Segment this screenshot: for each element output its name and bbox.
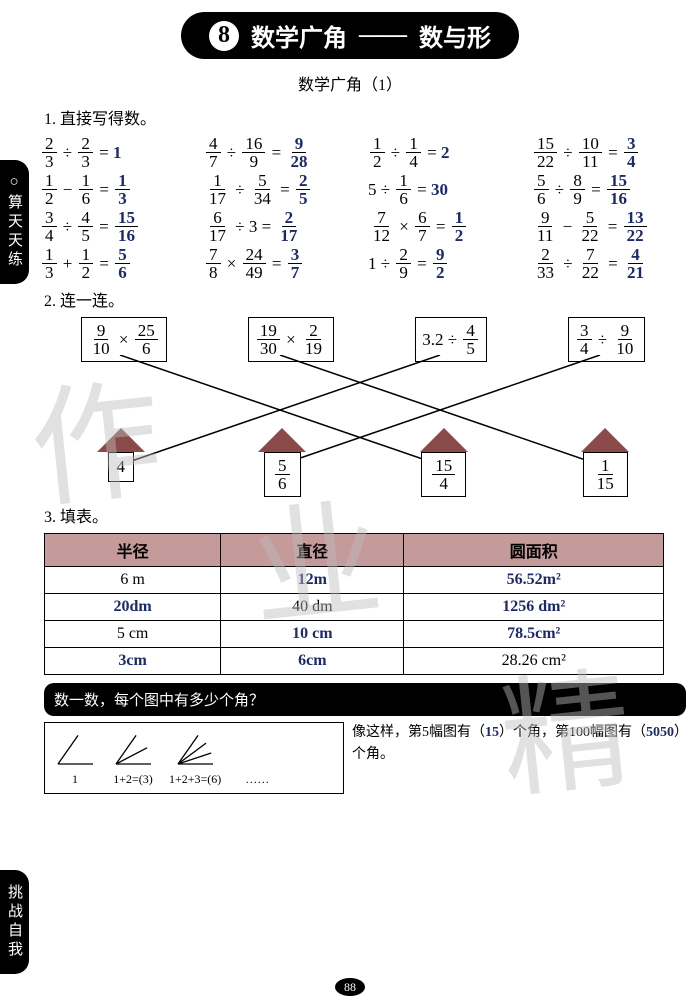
connect-panel: 910 × 2561930 × 2193.2 ÷ 4534 ÷ 910 4561… [40,317,686,497]
table-cell: 28.26 cm² [404,648,664,675]
connect-house: 154 [420,428,468,497]
banner-title-a: 数学广角 [251,18,347,53]
side-pill-practice: ○算天天练 [0,160,29,284]
math-cell: 12 − 16 = 13 [40,172,194,207]
table-cell: 6cm [221,648,404,675]
table-cell: 10 cm [221,621,404,648]
q3-label: 3. 填表。 [44,503,686,527]
math-cell: 23 ÷ 23 = 1 [40,135,194,170]
math-cell: 617 ÷ 3 = 217 [204,209,358,244]
table-header: 半径 [45,534,221,567]
table-header: 直径 [221,534,404,567]
math-cell: 1522 ÷ 1011 = 34 [532,135,686,170]
q2-label: 2. 连一连。 [44,287,686,311]
table-cell: 40 dm [221,594,404,621]
table-header: 圆面积 [404,534,664,567]
table-cell: 3cm [45,648,221,675]
math-cell: 911 − 522 = 1322 [532,209,686,244]
math-cell: 78 × 2449 = 37 [204,246,358,281]
math-cell: 47 ÷ 169 = 928 [204,135,358,170]
math-cell: 13 + 12 = 56 [40,246,194,281]
angle-item: 1 [53,729,97,787]
angle-side-text: 像这样，第5幅图有（15）个角，第100幅图有（5050）个角。 [352,722,686,794]
math-cell: 34 ÷ 45 = 1516 [40,209,194,244]
math-cell: 5 ÷ 16 = 30 [368,172,522,207]
math-cell: 117 ÷ 534 = 25 [204,172,358,207]
chapter-number: 8 [209,21,239,51]
table-cell: 5 cm [45,621,221,648]
angle-item: 1+2+3=(6) [169,729,221,787]
math-cell: 712 × 67 = 12 [368,209,522,244]
angle-panel: 1 1+2=(3) 1+2+3=(6) …… 像这样，第5幅图有（15）个角，第… [44,722,686,794]
side-pill-challenge: 挑战自我 [0,870,29,974]
challenge-question: 数一数，每个图中有多少个角？ [44,683,686,716]
table-cell: 1256 dm² [404,594,664,621]
math-cell: 12 ÷ 14 = 2 [368,135,522,170]
table-cell: 12m [221,567,404,594]
angle-item: 1+2=(3) [111,729,155,787]
math-cell: 1 ÷ 29 = 92 [368,246,522,281]
math-cell: 56 ÷ 89 = 1516 [532,172,686,207]
connect-house: 4 [97,428,145,497]
connect-bottom-row: 4 56 154 115 [40,428,686,497]
angle-item: …… [235,729,279,787]
connect-house: 56 [258,428,306,497]
chapter-banner: 8 数学广角 —— 数与形 [181,12,519,59]
banner-title-b: 数与形 [419,18,491,53]
angle-box: 1 1+2=(3) 1+2+3=(6) …… [44,722,344,794]
banner-dash: —— [359,22,407,49]
content-area: 1. 直接写得数。 23 ÷ 23 = 1 47 ÷ 169 = 928 12 ÷ … [40,105,686,794]
page-number: 88 [335,978,365,996]
math-grid: 23 ÷ 23 = 1 47 ÷ 169 = 928 12 ÷ 14 = 2 1522… [40,135,686,281]
table-cell: 20dm [45,594,221,621]
connect-house: 115 [581,428,629,497]
chapter-banner-wrap: 8 数学广角 —— 数与形 [0,0,700,65]
table-cell: 56.52m² [404,567,664,594]
table-cell: 6 m [45,567,221,594]
math-cell: 233 ÷ 722 = 421 [532,246,686,281]
fill-table: 半径直径圆面积 6 m12m56.52m² 20dm40 dm1256 dm² 5 c… [44,533,664,675]
q1-label: 1. 直接写得数。 [44,105,686,129]
table-cell: 78.5cm² [404,621,664,648]
page-subtitle: 数学广角（1） [0,71,700,95]
